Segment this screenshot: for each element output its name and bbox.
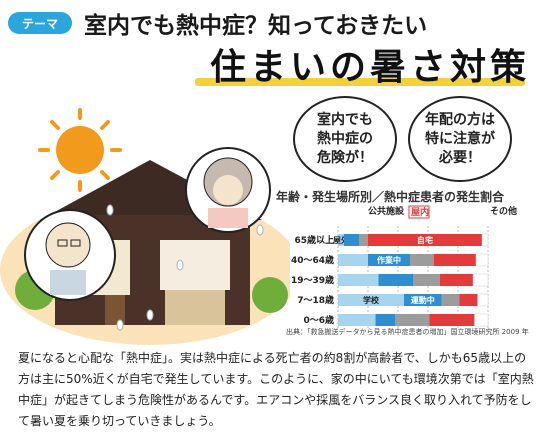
stacked-bar-chart: 公共施設 屋内 その他 65歳以上 屋外 自宅 40〜64歳 作業中 19〜39歳 7〜18歳 学校… <box>291 205 517 330</box>
speech-bubble-right: 年配の方は 特に注意が 必要！ <box>408 96 512 182</box>
category-label: 7〜18歳 <box>297 294 334 306</box>
bar-segment <box>359 234 368 246</box>
category-label: 40〜64歳 <box>291 254 334 266</box>
bar-segment <box>338 294 404 306</box>
segment-label: 運動中 <box>411 295 435 305</box>
bar-segment <box>338 254 368 266</box>
tree-right-icon <box>252 277 288 313</box>
category-label: 19〜39歳 <box>291 274 334 286</box>
bar-segment <box>378 274 413 286</box>
bar-segment <box>475 253 489 267</box>
segment-label: 学校 <box>363 295 380 305</box>
house-illustration <box>0 108 290 345</box>
sun-icon <box>38 108 122 192</box>
source-note: 出典：「救急搬送データから見る熱中症患者の増加」国立環境研究所 2009 年 <box>286 328 529 336</box>
bar-segment <box>441 294 460 306</box>
bar-segment <box>338 314 376 326</box>
page-title: 住まいの暑さ対策 <box>210 47 531 88</box>
bar-segment <box>410 254 434 266</box>
bar-segment <box>404 294 442 306</box>
bar-segment <box>429 314 475 326</box>
title-underline <box>195 78 525 86</box>
bar-segment <box>338 234 344 246</box>
theme-badge: テーマ <box>8 12 72 34</box>
bar-segment <box>459 294 478 306</box>
segment-label: 作業中 <box>377 255 401 265</box>
title-line1: 室内でも熱中症？知っておきたい <box>84 13 428 39</box>
bar-segment <box>472 273 489 287</box>
category-label: 0〜6歳 <box>303 314 334 326</box>
chart-title: 年齢・発生場所別／熱中症患者の発生割合 <box>276 190 505 204</box>
bar-segment <box>440 274 473 286</box>
legend-label-other: その他 <box>490 205 517 217</box>
bar-segment <box>477 293 489 307</box>
bar-segment <box>375 314 395 326</box>
bar-segment <box>338 274 379 286</box>
bar-segment <box>434 254 476 266</box>
bar-segment <box>413 274 440 286</box>
category-label: 65歳以上 <box>294 234 334 246</box>
elderly-man-icon <box>24 209 116 301</box>
bar-segment <box>481 233 489 247</box>
bar-segment <box>344 234 359 246</box>
legend-label-public: 公共施設 <box>368 205 405 217</box>
bar-segment <box>368 254 410 266</box>
elderly-woman-icon <box>185 147 271 233</box>
bar-segment <box>474 313 489 327</box>
bar-segment <box>395 314 430 326</box>
segment-label: 屋外 <box>333 235 349 245</box>
bar-segment <box>368 234 482 246</box>
legend-box-indoor <box>408 205 430 219</box>
body-paragraph: 夏になると心配な「熱中症」。実は熱中症による死亡者の約8割が高齢者で、しかも65… <box>18 351 534 428</box>
speech-bubble-left: 室内でも 熱中症の 危険が！ <box>293 96 397 182</box>
legend-label-indoor: 屋内 <box>411 206 429 218</box>
segment-label: 自宅 <box>417 235 433 245</box>
